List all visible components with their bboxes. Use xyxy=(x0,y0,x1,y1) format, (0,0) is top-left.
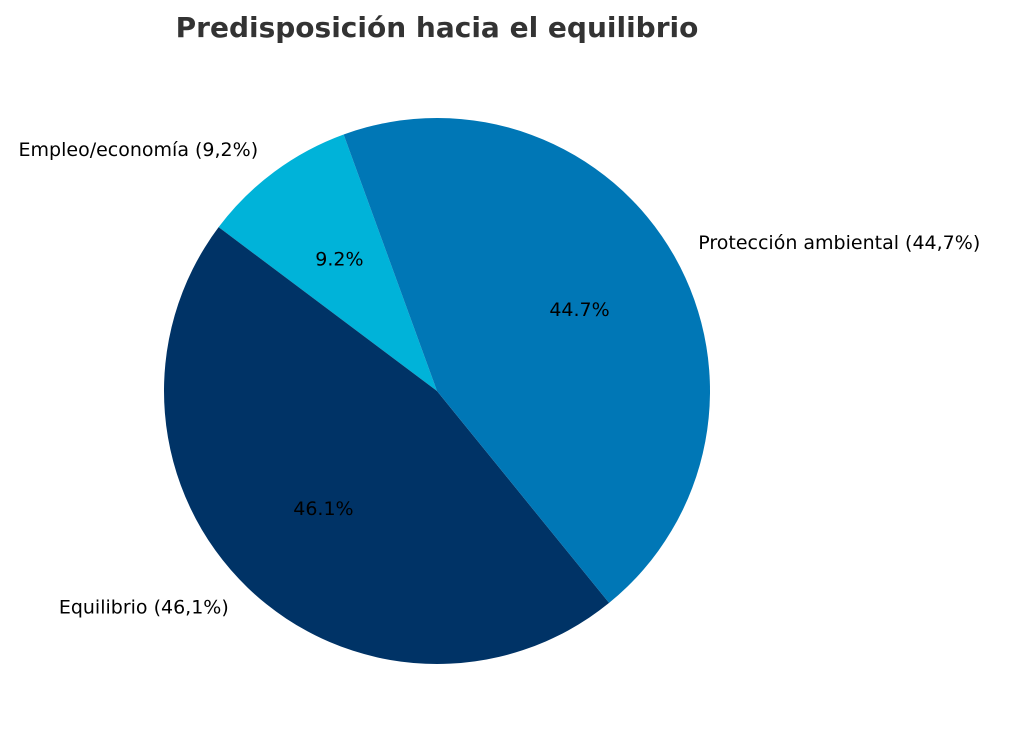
pie-slices xyxy=(164,117,711,665)
pie-slice xyxy=(218,134,437,391)
pie-slice xyxy=(164,227,610,665)
slice-percent-labels: 9.2% 46.1% 44.7% xyxy=(293,248,609,520)
slice-label: Equilibrio (46,1%) xyxy=(59,596,229,618)
pie-slice xyxy=(343,117,711,603)
slice-percent-label: 44.7% xyxy=(549,299,609,321)
slice-label: Empleo/economía (9,2%) xyxy=(19,139,259,161)
slice-label: Protección ambiental (44,7%) xyxy=(698,232,980,254)
slice-percent-label: 9.2% xyxy=(315,248,363,270)
slice-percent-label: 46.1% xyxy=(293,498,353,520)
chart-title: Predisposición hacia el equilibrio xyxy=(176,11,699,44)
slice-labels: Empleo/economía (9,2%) Equilibrio (46,1%)… xyxy=(19,139,981,619)
